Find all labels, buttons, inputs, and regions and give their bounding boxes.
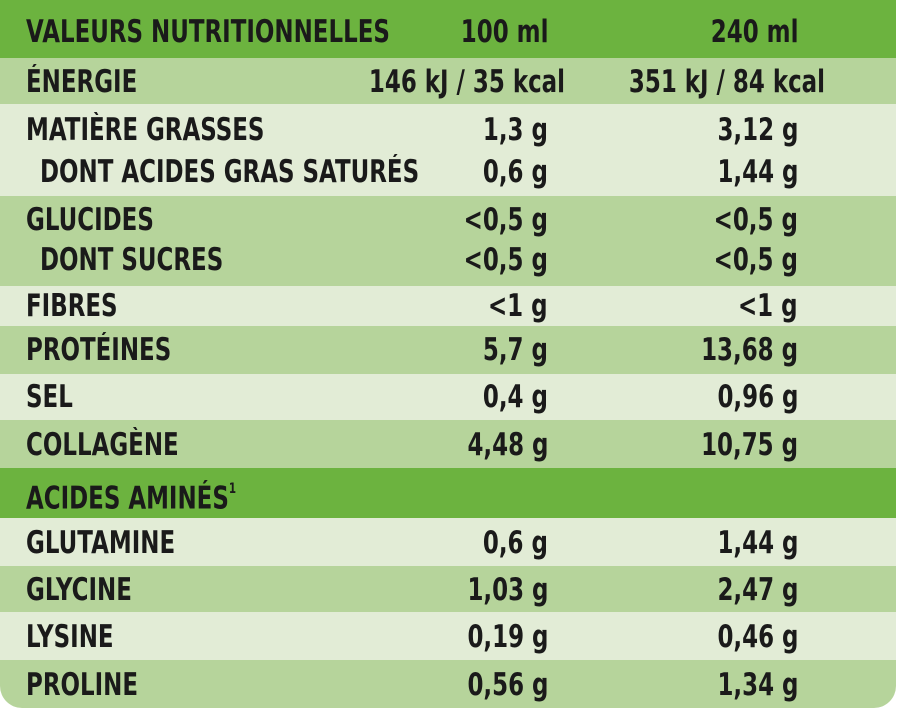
- table-row: FIBRES <1 g <1 g: [0, 286, 896, 326]
- sub-row-label: DONT SUCRES: [40, 242, 224, 278]
- row-label: SEL: [26, 379, 73, 415]
- value-240ml: 0,96 g: [716, 379, 798, 415]
- section-title-text: ACIDES AMINÉS: [26, 480, 229, 517]
- value-100ml: 0,19 g: [466, 619, 548, 655]
- value-240ml: 1,34 g: [716, 667, 798, 703]
- table-row: MATIÈRE GRASSES 1,3 g 3,12 g DONT ACIDES…: [0, 104, 896, 196]
- row-label: ÉNERGIE: [26, 64, 138, 100]
- value-240ml: 3,12 g: [716, 112, 798, 148]
- section-title: ACIDES AMINÉS1: [26, 471, 236, 520]
- table-row: GLUTAMINE 0,6 g 1,44 g: [0, 518, 896, 566]
- value-100ml: 0,6 g: [482, 525, 548, 561]
- value-240ml: 2,47 g: [716, 572, 798, 608]
- value-240ml: 13,68 g: [701, 332, 798, 368]
- row-label: GLUTAMINE: [26, 525, 176, 561]
- row-label: PROTÉINES: [26, 332, 172, 368]
- column-header-100ml: 100 ml: [460, 14, 548, 50]
- row-label: MATIÈRE GRASSES: [26, 112, 265, 148]
- value-240ml: <0,5 g: [713, 242, 798, 278]
- column-header-240ml: 240 ml: [710, 14, 798, 50]
- table-row: PROLINE 0,56 g 1,34 g: [0, 660, 896, 708]
- value-240ml: <0,5 g: [713, 202, 798, 238]
- table-row: COLLAGÈNE 4,48 g 10,75 g: [0, 420, 896, 468]
- row-label: LYSINE: [26, 619, 114, 655]
- table-row: PROTÉINES 5,7 g 13,68 g: [0, 326, 896, 374]
- value-100ml: <0,5 g: [463, 202, 548, 238]
- value-100ml: 146 kJ / 35 kcal: [368, 64, 566, 100]
- section-header-amino-acids: ACIDES AMINÉS1: [0, 468, 896, 518]
- value-240ml: <1 g: [738, 288, 798, 324]
- value-100ml: <0,5 g: [463, 242, 548, 278]
- table-row: LYSINE 0,19 g 0,46 g: [0, 612, 896, 660]
- row-label: GLUCIDES: [26, 202, 154, 238]
- table-row: GLUCIDES <0,5 g <0,5 g DONT SUCRES <0,5 …: [0, 196, 896, 286]
- table-title: VALEURS NUTRITIONNELLES: [26, 14, 390, 50]
- value-100ml: 0,56 g: [466, 667, 548, 703]
- value-100ml: 5,7 g: [482, 332, 548, 368]
- value-240ml: 10,75 g: [701, 427, 798, 463]
- row-label: COLLAGÈNE: [26, 427, 179, 463]
- sub-row-label: DONT ACIDES GRAS SATURÉS: [40, 154, 420, 190]
- header-row: VALEURS NUTRITIONNELLES 100 ml 240 ml: [0, 0, 896, 58]
- table-row: ÉNERGIE 146 kJ / 35 kcal 351 kJ / 84 kca…: [0, 58, 896, 104]
- row-label: PROLINE: [26, 667, 139, 703]
- value-100ml: <1 g: [488, 288, 548, 324]
- value-100ml: 1,03 g: [466, 572, 548, 608]
- value-100ml: 0,6 g: [482, 154, 548, 190]
- row-label: FIBRES: [26, 288, 118, 324]
- value-100ml: 0,4 g: [482, 379, 548, 415]
- value-240ml: 1,44 g: [716, 525, 798, 561]
- table-row: GLYCINE 1,03 g 2,47 g: [0, 566, 896, 612]
- footnote-marker: 1: [228, 481, 237, 497]
- table-row: SEL 0,4 g 0,96 g: [0, 374, 896, 420]
- row-label: GLYCINE: [26, 572, 132, 608]
- value-240ml: 0,46 g: [716, 619, 798, 655]
- value-240ml: 351 kJ / 84 kcal: [628, 64, 826, 100]
- value-100ml: 4,48 g: [466, 427, 548, 463]
- value-100ml: 1,3 g: [482, 112, 548, 148]
- value-240ml: 1,44 g: [716, 154, 798, 190]
